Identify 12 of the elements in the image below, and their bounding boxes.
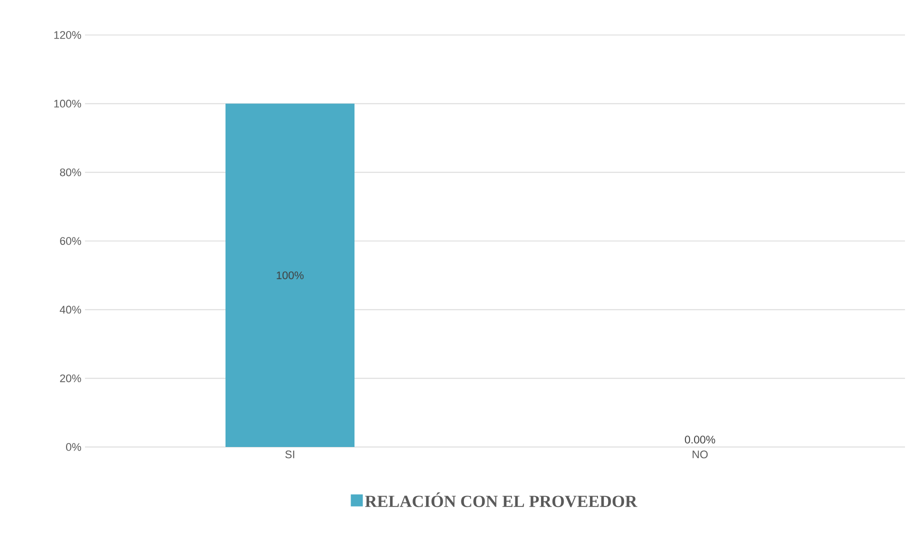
y-tick-label: 120%	[54, 31, 82, 39]
y-tick-label: 80%	[60, 168, 82, 176]
y-tick-label: 0%	[66, 443, 82, 451]
y-tick-label: 100%	[54, 100, 82, 108]
data-label: 100%	[276, 271, 304, 280]
y-tick-label: 60%	[60, 237, 82, 245]
x-tick-label: NO	[692, 450, 708, 458]
legend-label: RELACIÓN CON EL PROVEEDOR	[365, 492, 638, 508]
data-label: 0.00%	[684, 436, 716, 444]
y-tick-label: 20%	[60, 374, 82, 382]
x-tick-label: SI	[285, 450, 294, 458]
y-tick-label: 40%	[60, 306, 82, 314]
